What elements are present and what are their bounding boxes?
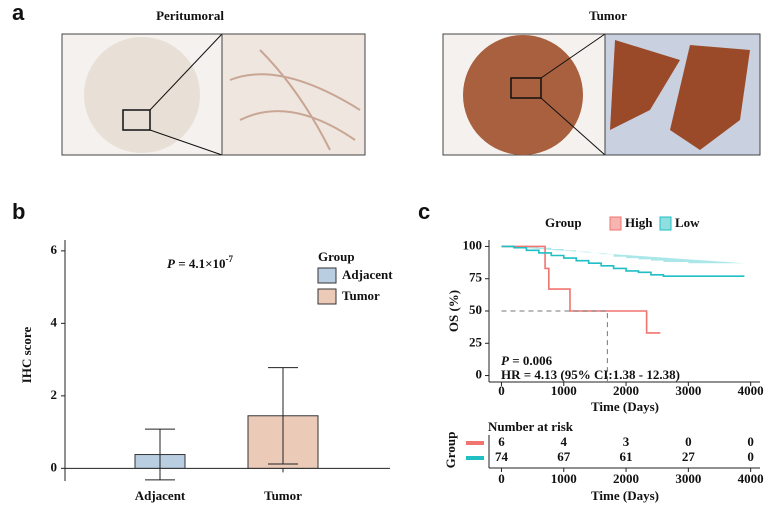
risk-count: 6: [498, 434, 505, 449]
risk-count: 0: [747, 434, 754, 449]
x-tick-label: 1000: [551, 383, 577, 398]
risk-count: 61: [620, 449, 633, 464]
table-title: Number at risk: [488, 419, 574, 434]
legend-swatch: [609, 216, 622, 231]
x-tick-label: 4000: [738, 471, 764, 486]
median-line: [501, 310, 608, 382]
panel-label: b: [12, 199, 25, 224]
legend-swatch: [317, 267, 337, 284]
annotation: P = 0.006: [501, 353, 553, 368]
x-tick-label: Adjacent: [135, 488, 186, 503]
annotation-part: -7: [226, 254, 234, 264]
y-axis-label: OS (%): [446, 290, 461, 332]
y-tick-label: 0: [476, 367, 483, 382]
y-tick-label: 6: [51, 242, 58, 257]
legend-title: Group: [545, 215, 582, 230]
x-tick-label: Tumor: [264, 488, 302, 503]
legend-swatch: [317, 288, 337, 305]
micrograph-tumor: [442, 33, 761, 156]
x-tick-label: 1000: [551, 471, 577, 486]
legend-title: Group: [318, 249, 355, 264]
y-tick-label: 50: [469, 302, 482, 317]
panel-label: c: [418, 199, 430, 224]
y-tick-label: 2: [51, 387, 58, 402]
risk-count: 0: [747, 449, 754, 464]
legend-label: Adjacent: [342, 267, 393, 282]
x-tick-label: 4000: [738, 383, 764, 398]
risk-count: 27: [682, 449, 696, 464]
y-tick-label: 4: [51, 314, 58, 329]
x-axis-label: Time (Days): [591, 488, 659, 503]
annotation-part: = 0.006: [509, 353, 553, 368]
annotation-part: P: [167, 256, 176, 271]
x-tick-label: 3000: [675, 471, 701, 486]
annotation-part: P: [501, 353, 510, 368]
risk-count: 0: [685, 434, 692, 449]
risk-count: 3: [623, 434, 630, 449]
x-axis-label: Time (Days): [591, 399, 659, 414]
micrograph-peritumoral: [61, 33, 366, 156]
legend-label: Tumor: [342, 288, 380, 303]
y-tick-label: 75: [469, 270, 483, 285]
y-axis-label: Group: [443, 432, 458, 469]
x-tick-label: 0: [498, 471, 505, 486]
x-tick-label: 2000: [613, 383, 639, 398]
annotation: P = 4.1×10-7: [167, 254, 234, 271]
risk-count: 74: [495, 449, 509, 464]
y-axis-label: IHC score: [19, 327, 34, 384]
y-tick-label: 0: [51, 459, 58, 474]
risk-count: 67: [557, 449, 571, 464]
y-tick-label: 25: [469, 334, 483, 349]
risk-count: 4: [561, 434, 568, 449]
x-tick-label: 3000: [675, 383, 701, 398]
survival-line: [501, 245, 661, 334]
annotation: HR = 4.13 (95% CI:1.38 - 12.38): [501, 367, 680, 382]
legend-label: High: [625, 215, 653, 230]
survival-line: [501, 245, 745, 277]
image-title: Tumor: [589, 8, 627, 23]
panel-label: a: [12, 0, 25, 25]
legend-swatch: [659, 216, 672, 231]
annotation-part: = 4.1×10: [175, 256, 226, 271]
confidence-band: [501, 246, 745, 264]
x-tick-label: 2000: [613, 471, 639, 486]
y-tick-label: 100: [463, 237, 483, 252]
error-bar: [268, 367, 298, 465]
x-tick-label: 0: [498, 383, 505, 398]
legend-label: Low: [675, 215, 700, 230]
image-title: Peritumoral: [156, 8, 224, 23]
